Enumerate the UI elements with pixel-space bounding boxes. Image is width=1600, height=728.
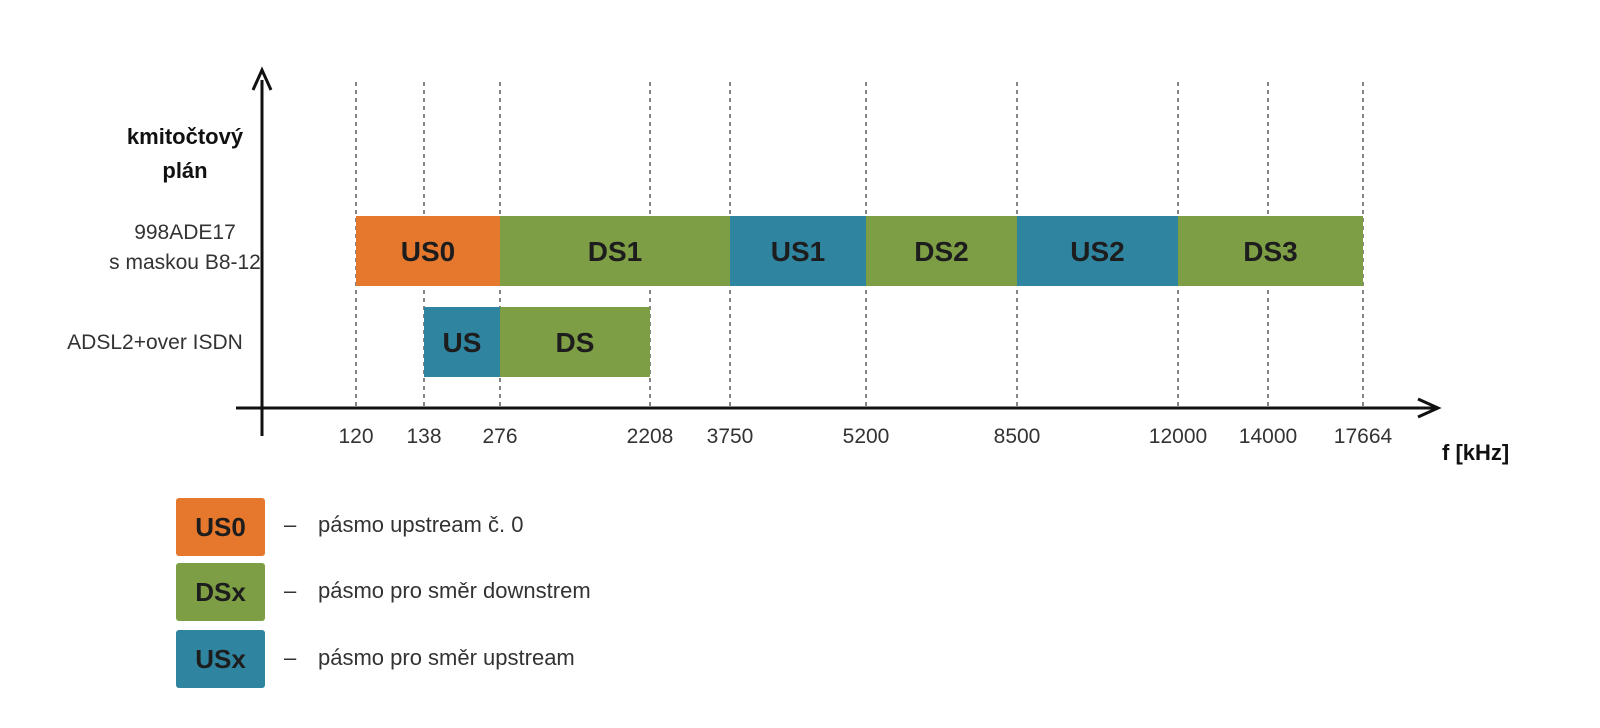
x-axis-arrow-icon: [1417, 397, 1442, 419]
band-label-us: US: [443, 327, 482, 358]
band-label-us2: US2: [1070, 236, 1124, 267]
legend-description-us0: pásmo upstream č. 0: [318, 512, 524, 537]
legend-description-dsx: pásmo pro směr downstrem: [318, 578, 591, 603]
band-ds: [500, 307, 650, 377]
row-label-adsl2-over-isdn: ADSL2+over ISDN: [40, 328, 270, 358]
legend-dash: –: [284, 578, 297, 603]
band-label-ds3: DS3: [1243, 236, 1297, 267]
band-label-ds: DS: [556, 327, 595, 358]
tick-label-120: 120: [338, 425, 374, 448]
band-label-ds2: DS2: [914, 236, 968, 267]
band-label-ds1: DS1: [588, 236, 642, 267]
diagram-heading: kmitočtový plán: [80, 120, 290, 188]
tick-label-2208: 2208: [626, 425, 674, 448]
tick-label-12000: 12000: [1148, 425, 1208, 448]
band-ds1: [500, 216, 730, 286]
band-us0: [356, 216, 500, 286]
legend-swatch-us0: US0: [176, 498, 265, 556]
tick-label-3750: 3750: [706, 425, 754, 448]
legend-code: DSx: [195, 576, 246, 607]
band-us1: [730, 216, 866, 286]
legend-swatch-dsx: DSx: [176, 563, 265, 621]
legend-swatch-usx: USx: [176, 630, 265, 688]
legend-description-usx: pásmo pro směr upstream: [318, 645, 575, 670]
heading-line-2: plán: [162, 158, 208, 183]
legend-dash: –: [284, 645, 297, 670]
row-label-line-1: 998ADE17: [134, 221, 236, 244]
tick-label-276: 276: [482, 425, 518, 448]
row-label-998ade17: 998ADE17 s maskou B8-12: [80, 218, 290, 278]
band-us2: [1017, 216, 1178, 286]
legend-dash: –: [284, 512, 297, 537]
tick-label-17664: 17664: [1333, 425, 1393, 448]
band-label-us1: US1: [771, 236, 825, 267]
band-us: [424, 307, 500, 377]
tick-label-8500: 8500: [993, 425, 1041, 448]
legend-code: USx: [195, 643, 246, 674]
heading-line-1: kmitočtový: [126, 124, 244, 149]
row-label-line-1: ADSL2+over ISDN: [67, 331, 243, 354]
band-ds3: [1178, 216, 1363, 286]
band-label-us0: US0: [401, 236, 455, 267]
x-axis-unit-label: f [kHz]: [1442, 440, 1510, 465]
tick-label-138: 138: [406, 425, 442, 448]
band-ds2: [866, 216, 1017, 286]
tick-label-5200: 5200: [842, 425, 890, 448]
row-label-line-2: s maskou B8-12: [109, 251, 261, 274]
legend-code: US0: [195, 511, 246, 542]
y-axis-arrow-icon: [251, 66, 273, 91]
tick-label-14000: 14000: [1238, 425, 1298, 448]
